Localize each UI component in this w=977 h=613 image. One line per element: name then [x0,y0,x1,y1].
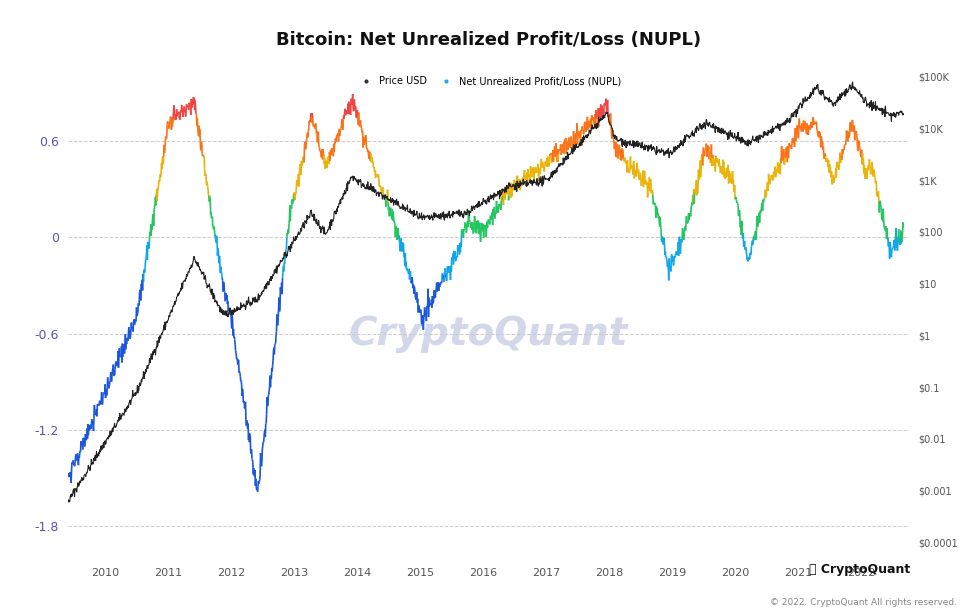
Text: Bitcoin: Net Unrealized Profit/Loss (NUPL): Bitcoin: Net Unrealized Profit/Loss (NUP… [276,31,701,48]
Text: CryptoQuant: CryptoQuant [349,316,628,353]
Text: 🔵 CryptoQuant: 🔵 CryptoQuant [809,563,911,576]
Legend: Price USD, Net Unrealized Profit/Loss (NUPL): Price USD, Net Unrealized Profit/Loss (N… [353,72,624,90]
Text: © 2022. CryptoQuant All rights reserved.: © 2022. CryptoQuant All rights reserved. [771,598,957,607]
